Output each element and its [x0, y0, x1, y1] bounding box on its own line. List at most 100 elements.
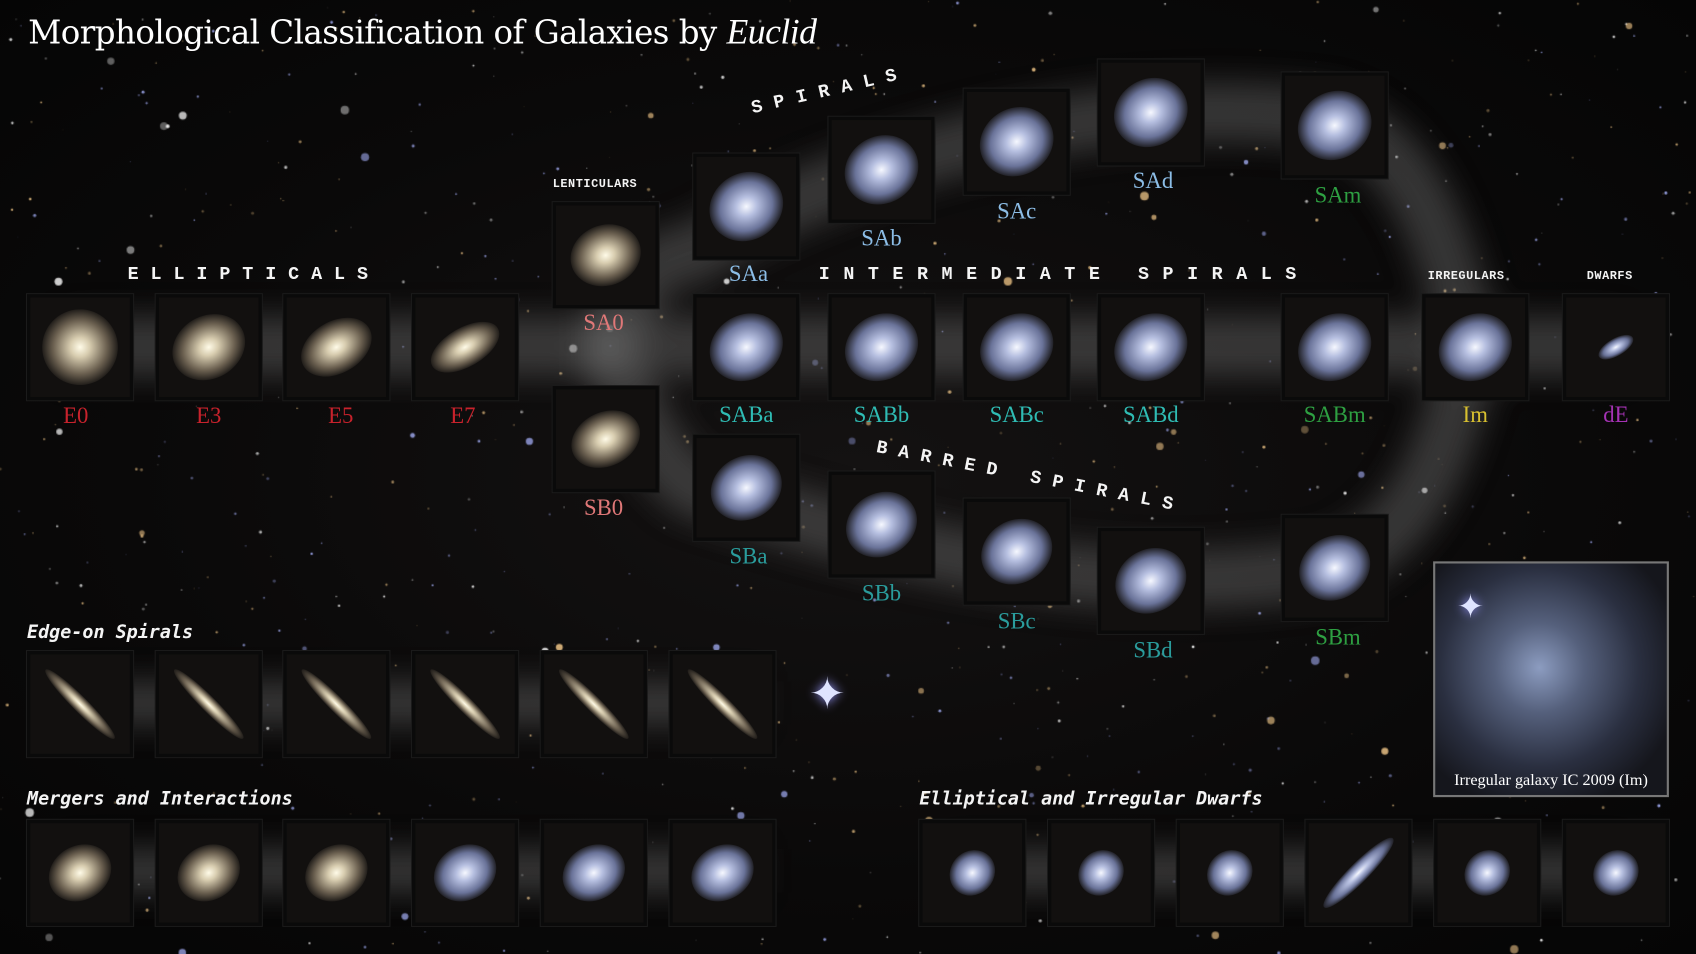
galaxy-image	[1101, 64, 1201, 161]
lenticular-sa0-label: SA0	[583, 309, 624, 336]
intermediate-1-thumbnail	[828, 294, 935, 401]
spiral-4-thumbnail	[1281, 72, 1388, 179]
galaxy-image	[423, 833, 507, 913]
intermediate-6-label: dE	[1603, 401, 1629, 428]
edge-on-0-thumbnail	[27, 651, 134, 758]
merger-0-thumbnail	[27, 819, 134, 926]
page-title: Morphological Classification of Galaxies…	[28, 12, 817, 52]
elliptical-2-label: E5	[328, 402, 354, 429]
edge-on-2-thumbnail	[283, 651, 390, 758]
galaxy-image	[1594, 329, 1638, 365]
galaxy-image	[30, 297, 130, 397]
galaxy-image	[696, 158, 796, 255]
barred-0-thumbnail	[693, 434, 800, 541]
galaxy-image	[425, 664, 505, 744]
spiral-3-thumbnail	[1097, 59, 1204, 166]
intermediate-4-label: SABm	[1303, 401, 1366, 428]
galaxy-image	[1197, 840, 1262, 905]
lenticular-sa0-thumbnail	[552, 202, 659, 309]
galaxy-image	[940, 840, 1005, 905]
intermediate-spirals-header: INTERMEDIATE SPIRALS	[818, 264, 1310, 286]
barred-1-label: SBb	[861, 579, 902, 606]
galaxy-image	[833, 479, 930, 571]
galaxy-image	[698, 442, 794, 534]
galaxy-image	[1068, 840, 1134, 905]
spiral-0-label: SAa	[728, 260, 769, 287]
lenticulars-header: LENTICULARS	[552, 178, 638, 192]
galaxy-image	[1103, 535, 1199, 627]
spiral-2-thumbnail	[963, 88, 1070, 195]
barred-3-label: SBd	[1133, 637, 1173, 664]
inset-ic-2009: ✦ Irregular galaxy IC 2009 (Im)	[1433, 561, 1669, 798]
spiral-3-label: SAd	[1132, 167, 1174, 194]
elliptical-0-thumbnail	[27, 294, 134, 401]
barred-4-thumbnail	[1281, 514, 1388, 621]
mergers-title: Mergers and Interactions	[27, 788, 293, 811]
galaxy-image	[969, 506, 1065, 598]
galaxy-image	[1285, 77, 1385, 174]
galaxy-image	[832, 300, 931, 395]
inset-caption: Irregular galaxy IC 2009 (Im)	[1454, 772, 1648, 790]
galaxy-image	[561, 399, 650, 479]
galaxy-image	[294, 833, 378, 913]
barred-2-label: SBc	[997, 607, 1036, 634]
galaxy-image	[1285, 300, 1384, 395]
galaxy-image	[967, 300, 1066, 395]
ellipticals-header: ELLIPTICALS	[127, 264, 380, 286]
lenticular-sb0-label: SB0	[583, 494, 624, 521]
intermediate-4-thumbnail	[1281, 294, 1388, 401]
galaxy-image	[160, 301, 258, 394]
bright-star-icon: ✦	[809, 669, 846, 719]
star-icon: ✦	[1456, 589, 1485, 626]
barred-0-label: SBa	[729, 542, 768, 569]
galaxy-image	[697, 300, 796, 395]
intermediate-0-label: SABa	[719, 401, 774, 428]
galaxy-image	[1583, 840, 1649, 905]
edge-on-1-thumbnail	[155, 651, 262, 758]
elliptical-3-thumbnail	[412, 294, 519, 401]
intermediate-5-thumbnail	[1422, 294, 1529, 401]
galaxy-image	[680, 833, 765, 913]
dwarf-5-thumbnail	[1562, 819, 1669, 926]
galaxy-image	[1317, 831, 1400, 915]
merger-5-thumbnail	[669, 819, 776, 926]
spiral-4-label: SAm	[1314, 181, 1362, 208]
galaxy-image	[967, 93, 1067, 190]
intermediate-0-thumbnail	[693, 294, 800, 401]
merger-4-thumbnail	[540, 819, 647, 926]
galaxy-image	[167, 833, 251, 913]
galaxy-image	[168, 664, 249, 744]
barred-4-label: SBm	[1315, 624, 1361, 651]
barred-3-thumbnail	[1097, 527, 1204, 634]
elliptical-3-label: E7	[450, 402, 476, 429]
barred-1-thumbnail	[828, 471, 935, 578]
spiral-1-label: SAb	[861, 224, 902, 251]
galaxy-image	[1426, 300, 1525, 395]
galaxy-image	[40, 664, 120, 744]
galaxy-image	[296, 664, 377, 744]
intermediate-5-label: Im	[1462, 401, 1488, 428]
galaxy-image	[682, 664, 763, 744]
intermediate-2-thumbnail	[963, 294, 1070, 401]
dwarfs-header: DWARFS	[1586, 270, 1633, 284]
merger-1-thumbnail	[155, 819, 262, 926]
elliptical-1-thumbnail	[155, 294, 262, 401]
dwarf-2-thumbnail	[1176, 819, 1283, 926]
galaxy-image	[422, 311, 508, 383]
dwarf-0-thumbnail	[919, 819, 1026, 926]
edge-on-5-thumbnail	[669, 651, 776, 758]
edge-on-4-thumbnail	[540, 651, 647, 758]
galaxy-image	[561, 214, 650, 296]
barred-2-thumbnail	[963, 498, 1070, 605]
galaxy-image	[1101, 300, 1200, 395]
spiral-2-label: SAc	[997, 197, 1037, 224]
edge-on-spirals-title: Edge-on Spirals	[27, 621, 194, 644]
galaxy-image	[38, 833, 122, 913]
spiral-0-thumbnail	[693, 153, 800, 260]
dwarf-1-thumbnail	[1048, 819, 1155, 926]
galaxy-image	[290, 305, 383, 389]
spiral-1-thumbnail	[828, 116, 935, 223]
lenticular-sb0-thumbnail	[552, 386, 659, 493]
galaxy-image	[831, 121, 932, 218]
